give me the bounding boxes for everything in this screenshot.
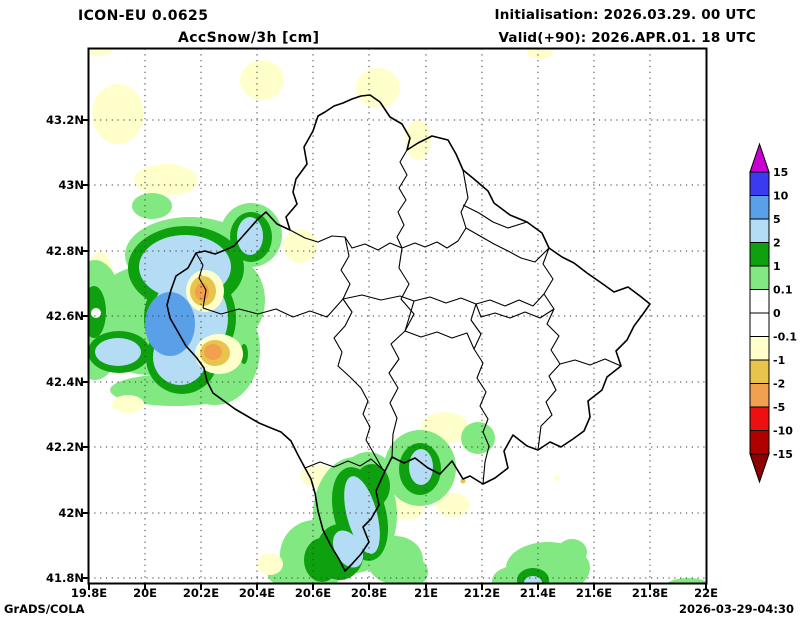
colorbar-segment bbox=[749, 265, 770, 290]
colorbar-segment bbox=[749, 289, 770, 314]
title-initialisation: Initialisation: 2026.03.29. 00 UTC bbox=[494, 7, 756, 23]
colorbar-segment bbox=[749, 336, 770, 361]
shade-medium-blue bbox=[145, 292, 195, 356]
x-tick-label: 20.8E bbox=[351, 586, 387, 600]
y-tick-label: 42.4N bbox=[46, 375, 84, 389]
colorbar-label: 15 bbox=[773, 166, 788, 179]
y-tick-label: 42N bbox=[58, 506, 84, 520]
colorbar-segment bbox=[749, 171, 770, 196]
colorbar-segment bbox=[749, 430, 770, 455]
colorbar-segment bbox=[749, 242, 770, 267]
colorbar-label: -5 bbox=[773, 401, 785, 414]
x-tick-label: 19.8E bbox=[71, 586, 107, 600]
colorbar-label: 0 bbox=[773, 307, 781, 320]
colorbar-segment bbox=[749, 195, 770, 220]
colorbar-label: 10 bbox=[773, 190, 789, 203]
title-model: ICON-EU 0.0625 bbox=[78, 8, 208, 24]
colorbar-segment bbox=[749, 406, 770, 431]
colorbar-label: 1 bbox=[773, 260, 781, 273]
map-borders bbox=[166, 94, 651, 572]
x-tick-label: 21.2E bbox=[464, 586, 500, 600]
y-tick-label: 43.2N bbox=[46, 113, 84, 127]
colorbar-label: -2 bbox=[773, 378, 785, 391]
credit-grads: GrADS/COLA bbox=[4, 602, 85, 616]
y-tick-label: 43N bbox=[58, 178, 84, 192]
snow-shading bbox=[88, 48, 707, 584]
colorbar-segment bbox=[749, 218, 770, 243]
x-axis-labels: 19.8E 20E 20.2E 20.4E 20.6E 20.8E 21E 21… bbox=[71, 586, 718, 600]
colorbar-label: 0.1 bbox=[773, 284, 793, 297]
municipal-boundaries bbox=[195, 149, 622, 485]
colorbar-label: 2 bbox=[773, 237, 781, 250]
grid-lines bbox=[88, 48, 707, 584]
colorbar-label: -10 bbox=[773, 425, 793, 438]
y-tick-label: 42.8N bbox=[46, 244, 84, 258]
colorbar-label: -15 bbox=[773, 448, 793, 461]
colorbar-segment bbox=[749, 383, 770, 408]
x-tick-label: 20.2E bbox=[183, 586, 219, 600]
x-tick-label: 21.6E bbox=[576, 586, 612, 600]
colorbar-segment bbox=[749, 359, 770, 384]
colorbar: 15 10 5 2 1 0.1 0 -0.1 -1 -2 -5 -10 -15 bbox=[749, 142, 797, 484]
colorbar-labels: 15 10 5 2 1 0.1 0 -0.1 -1 -2 -5 -10 -15 bbox=[773, 166, 797, 461]
shade-white-gap bbox=[91, 308, 101, 318]
x-tick-label: 21E bbox=[414, 586, 438, 600]
axis-tick-marks bbox=[82, 119, 707, 590]
x-tick-label: 22E bbox=[694, 586, 718, 600]
x-tick-label: 20.6E bbox=[295, 586, 331, 600]
shade-orange bbox=[195, 283, 222, 360]
title-variable: AccSnow/3h [cm] bbox=[178, 30, 319, 46]
colorbar-segment bbox=[749, 312, 770, 337]
x-tick-label: 20.4E bbox=[239, 586, 275, 600]
y-tick-label: 41.8N bbox=[46, 571, 84, 585]
country-outline bbox=[166, 94, 651, 572]
colorbar-label: 5 bbox=[773, 213, 781, 226]
plot-timestamp: 2026-03-29-04:30 bbox=[679, 602, 794, 616]
x-tick-label: 21.4E bbox=[520, 586, 556, 600]
colorbar-bottom-arrow bbox=[749, 453, 770, 484]
y-axis-labels: 43.2N 43N 42.8N 42.6N 42.4N 42.2N 42N 41… bbox=[46, 113, 84, 585]
title-valid: Valid(+90): 2026.APR.01. 18 UTC bbox=[499, 30, 756, 46]
colorbar-label: -0.1 bbox=[773, 331, 797, 344]
colorbar-top-arrow bbox=[749, 142, 770, 173]
colorbar-label: -1 bbox=[773, 354, 785, 367]
x-tick-label: 20E bbox=[133, 586, 157, 600]
y-tick-label: 42.2N bbox=[46, 440, 84, 454]
x-tick-label: 21.8E bbox=[632, 586, 668, 600]
y-tick-label: 42.6N bbox=[46, 309, 84, 323]
